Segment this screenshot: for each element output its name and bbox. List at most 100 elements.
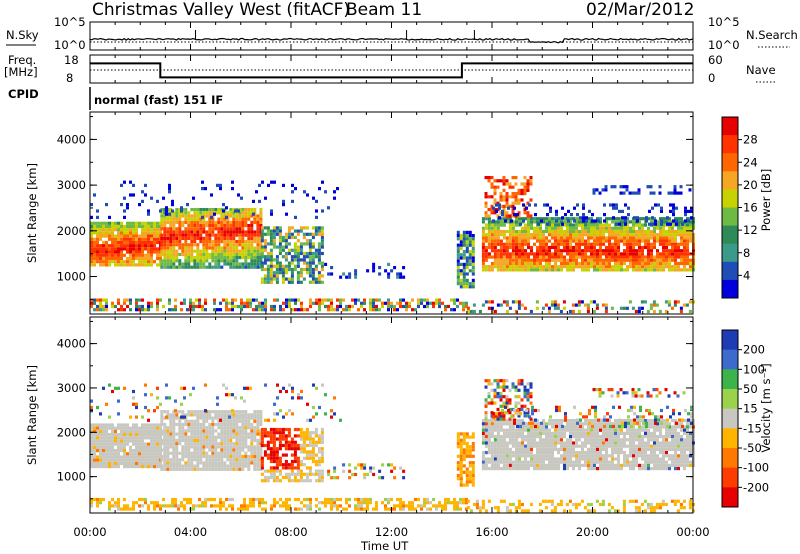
data-cell bbox=[608, 249, 611, 253]
data-cell bbox=[123, 196, 126, 200]
data-cell bbox=[111, 304, 114, 309]
data-cell bbox=[468, 282, 472, 286]
data-cell bbox=[282, 183, 285, 187]
data-cell bbox=[575, 265, 578, 269]
data-cell bbox=[508, 261, 512, 266]
data-cell bbox=[232, 249, 236, 253]
data-cell bbox=[252, 212, 255, 216]
data-cell bbox=[320, 450, 324, 454]
data-cell bbox=[505, 179, 509, 183]
data-cell bbox=[117, 244, 120, 248]
data-cell bbox=[120, 458, 123, 462]
data-cell bbox=[108, 507, 111, 511]
data-cell bbox=[444, 304, 447, 309]
data-cell bbox=[156, 442, 159, 446]
data-cell bbox=[555, 209, 558, 213]
data-cell bbox=[247, 252, 251, 256]
data-cell bbox=[281, 245, 285, 249]
data-cell bbox=[199, 445, 203, 449]
data-cell bbox=[590, 265, 593, 269]
data-cell bbox=[269, 248, 273, 252]
data-cell bbox=[369, 298, 372, 302]
data-cell bbox=[172, 429, 176, 433]
data-cell bbox=[166, 461, 170, 465]
data-cell bbox=[653, 217, 656, 221]
data-cell bbox=[240, 298, 243, 302]
data-cell bbox=[147, 253, 150, 257]
data-cell bbox=[114, 461, 117, 465]
data-cell bbox=[318, 507, 321, 511]
data-cell bbox=[163, 240, 167, 244]
data-cell bbox=[193, 454, 197, 459]
data-cell bbox=[623, 255, 626, 259]
data-cell bbox=[299, 245, 303, 249]
data-cell bbox=[668, 268, 671, 272]
data-cell bbox=[551, 255, 554, 259]
data-cell bbox=[521, 226, 524, 230]
data-cell bbox=[314, 463, 318, 467]
data-cell bbox=[312, 196, 315, 200]
data-cell bbox=[184, 220, 188, 224]
data-cell bbox=[533, 229, 536, 234]
data-cell bbox=[645, 219, 648, 223]
data-cell bbox=[336, 507, 339, 511]
data-cell bbox=[150, 452, 153, 456]
data-cell bbox=[111, 240, 114, 245]
data-cell bbox=[253, 432, 257, 436]
data-cell bbox=[135, 298, 138, 302]
data-cell bbox=[172, 220, 176, 224]
data-cell bbox=[608, 223, 611, 227]
data-cell bbox=[123, 231, 126, 235]
data-cell bbox=[175, 467, 179, 471]
data-cell bbox=[249, 304, 252, 309]
data-cell bbox=[623, 242, 626, 246]
data-cell bbox=[305, 443, 309, 448]
data-cell bbox=[626, 258, 629, 262]
data-cell bbox=[272, 431, 276, 435]
data-cell bbox=[266, 479, 270, 483]
data-cell bbox=[444, 504, 447, 508]
data-cell bbox=[570, 213, 573, 217]
data-cell bbox=[117, 231, 120, 235]
data-cell bbox=[569, 229, 572, 234]
data-cell bbox=[314, 264, 318, 268]
data-cell bbox=[572, 258, 575, 262]
data-cell bbox=[423, 501, 426, 505]
data-cell bbox=[117, 445, 120, 449]
data-cell bbox=[220, 246, 224, 250]
data-cell bbox=[465, 304, 468, 309]
data-cell bbox=[229, 265, 233, 269]
data-cell bbox=[305, 466, 309, 470]
data-cell bbox=[569, 239, 572, 243]
data-cell bbox=[652, 303, 656, 307]
data-cell bbox=[462, 501, 465, 505]
data-cell bbox=[117, 501, 120, 505]
data-cell bbox=[172, 467, 176, 471]
data-cell bbox=[278, 440, 282, 444]
data-cell bbox=[604, 309, 608, 314]
data-cell bbox=[281, 427, 285, 432]
data-cell bbox=[635, 242, 638, 246]
data-cell bbox=[172, 426, 176, 430]
data-cell bbox=[141, 461, 144, 465]
data-cell bbox=[266, 431, 270, 435]
data-cell bbox=[348, 476, 352, 480]
data-cell bbox=[214, 233, 218, 237]
data-cell bbox=[293, 235, 297, 240]
data-cell bbox=[311, 267, 315, 272]
data-cell bbox=[590, 236, 593, 240]
data-cell bbox=[220, 256, 224, 260]
data-cell bbox=[620, 261, 623, 266]
data-cell bbox=[610, 306, 614, 310]
data-cell bbox=[518, 252, 521, 256]
data-cell bbox=[402, 476, 406, 480]
data-cell bbox=[290, 248, 294, 252]
data-cell bbox=[471, 259, 475, 263]
data-cell bbox=[214, 458, 218, 462]
data-cell bbox=[196, 224, 200, 228]
data-cell bbox=[120, 439, 123, 443]
data-cell bbox=[163, 243, 167, 247]
data-cell bbox=[255, 304, 258, 309]
data-cell bbox=[484, 192, 488, 196]
